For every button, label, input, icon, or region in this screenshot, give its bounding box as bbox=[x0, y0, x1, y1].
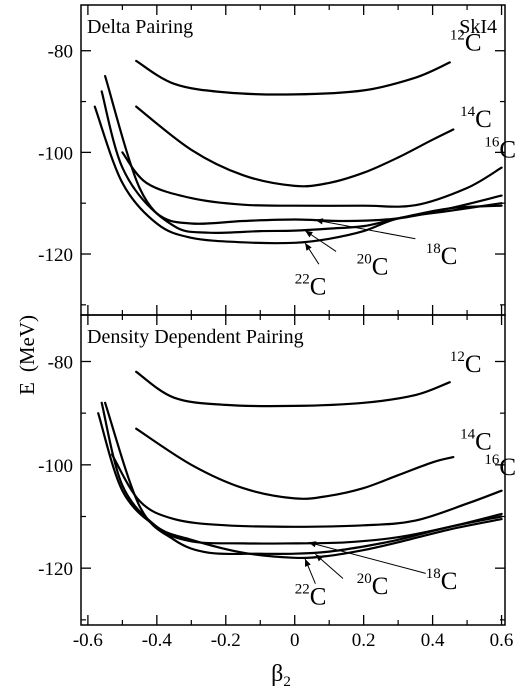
panel-frame bbox=[80, 314, 506, 626]
series-label-16C: 16C bbox=[484, 452, 516, 481]
x-tick-label: -0.6 bbox=[73, 630, 103, 651]
series-line-22C bbox=[93, 105, 503, 245]
x-tick-label: 0.4 bbox=[421, 630, 445, 651]
arrow-head bbox=[305, 242, 312, 251]
series-line-12C bbox=[135, 59, 451, 96]
series-label-14C: 14C bbox=[460, 426, 492, 455]
y-tick-label: -80 bbox=[48, 42, 73, 63]
x-tick-label: -0.4 bbox=[142, 630, 173, 651]
series-label-22C: 22C bbox=[295, 581, 327, 610]
y-tick-label: -120 bbox=[38, 245, 73, 266]
series-line-14C bbox=[135, 427, 455, 500]
series-label-18C: 18C bbox=[426, 566, 458, 595]
arrow-head bbox=[305, 558, 311, 567]
y-axis-label: E(MeV) bbox=[15, 315, 39, 395]
series-line-22C bbox=[97, 412, 503, 560]
series-line-20C bbox=[104, 75, 503, 234]
series-line-12C bbox=[135, 370, 451, 408]
panel-title: Density Dependent Pairing bbox=[87, 326, 304, 348]
series-label-12C: 12C bbox=[450, 28, 482, 57]
panel-title: Delta Pairing bbox=[87, 16, 193, 38]
series-line-18C bbox=[100, 90, 503, 225]
arrow-head bbox=[305, 230, 313, 238]
arrow-head bbox=[308, 541, 317, 548]
curves bbox=[93, 59, 503, 245]
series-label-14C: 14C bbox=[460, 104, 492, 133]
series-line-14C bbox=[135, 105, 455, 188]
panel-annotation: SkI4 bbox=[459, 16, 497, 38]
series-label-20C: 20C bbox=[357, 251, 389, 280]
series-label-12C: 12C bbox=[450, 349, 482, 378]
x-tick-label: 0 bbox=[290, 630, 300, 651]
y-tick-label: -120 bbox=[38, 559, 73, 580]
y-tick-label: -100 bbox=[38, 456, 73, 477]
arrow-head bbox=[315, 218, 324, 225]
x-tick-label: 0.2 bbox=[352, 630, 376, 651]
panel-2: -0.6 -0.4 -0.2 0 0.2 0.4 0.6 -80 -100 -120 Density… bbox=[38, 314, 516, 651]
x-axis-label: β2 bbox=[271, 661, 291, 690]
curves bbox=[97, 370, 503, 560]
series-label-22C: 22C bbox=[295, 272, 327, 301]
series-line-16C bbox=[121, 151, 503, 208]
series-line-16C bbox=[110, 453, 503, 528]
x-tick-label: -0.2 bbox=[211, 630, 241, 651]
y-tick-label: -100 bbox=[38, 143, 73, 164]
y-tick-label: -80 bbox=[48, 353, 73, 374]
series-label-16C: 16C bbox=[484, 134, 516, 163]
series-label-18C: 18C bbox=[426, 241, 458, 270]
label-arrow bbox=[308, 541, 426, 574]
series-line-18C bbox=[100, 401, 503, 545]
x-tick-label: 0.6 bbox=[490, 630, 514, 651]
label-arrow bbox=[315, 219, 416, 240]
series-label-20C: 20C bbox=[357, 571, 389, 600]
arrow-head bbox=[315, 554, 323, 562]
